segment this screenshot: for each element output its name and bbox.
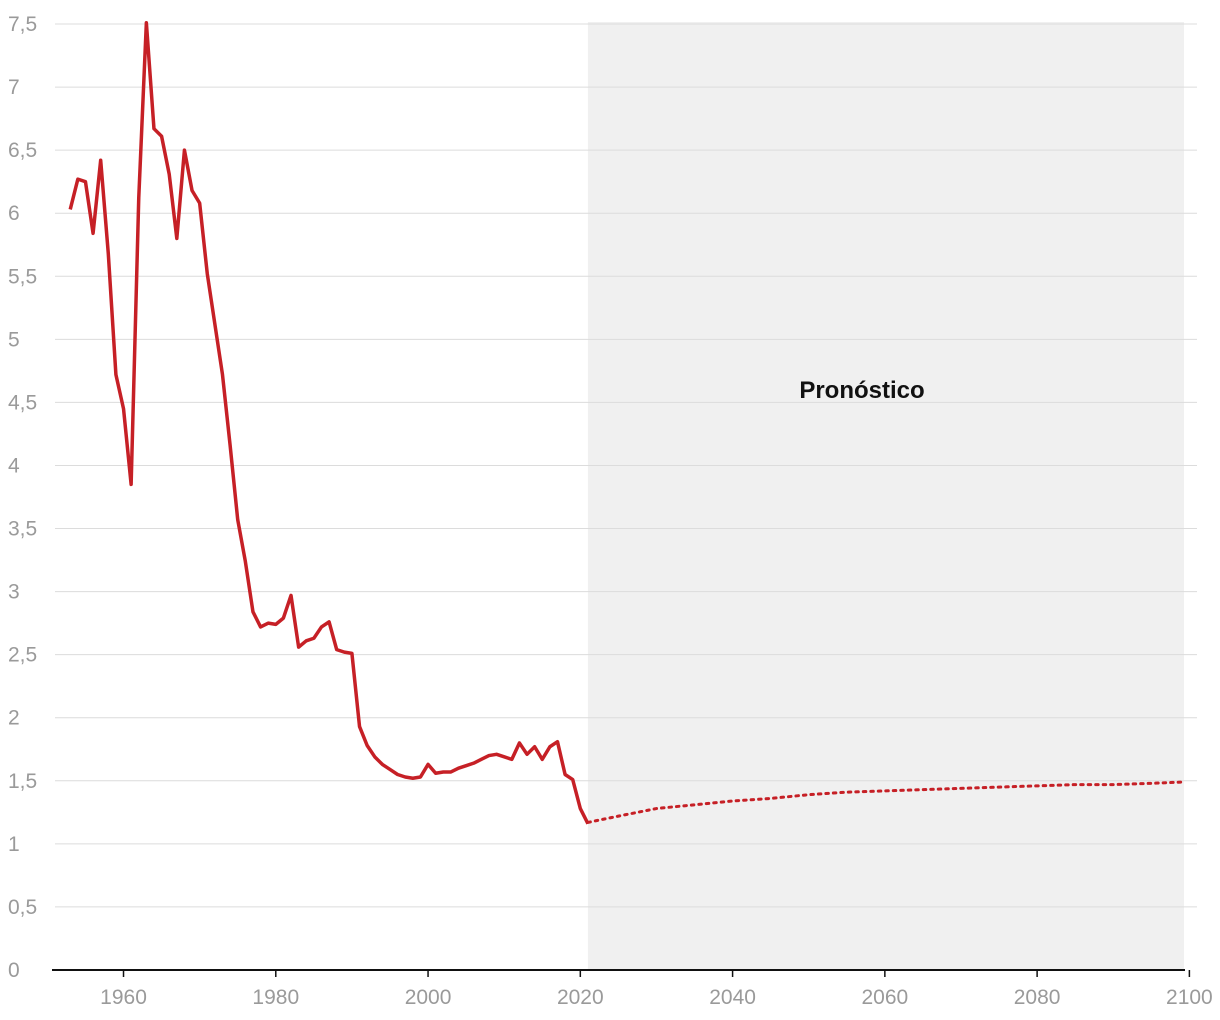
forecast-layer xyxy=(587,22,1184,970)
x-tick-label: 2040 xyxy=(709,986,756,1009)
y-tick-label: 2,5 xyxy=(8,644,37,667)
series-layer xyxy=(68,20,1184,825)
forecast-region xyxy=(587,22,1184,970)
y-tick-label: 7,5 xyxy=(8,13,37,36)
y-tick-label: 2 xyxy=(8,707,20,730)
y-axis-labels: 0 0,5 1 1,5 2 2,5 3 3,5 4 4,5 5 5,5 6 6,5 7 7,5 xyxy=(8,13,37,982)
y-tick-label: 0,5 xyxy=(8,896,37,919)
y-tick-label: 3,5 xyxy=(8,518,37,541)
x-axis-labels: 1960 1980 2000 2020 2040 2060 2080 2100 xyxy=(100,986,1213,1009)
x-tick-label: 2060 xyxy=(861,986,908,1009)
x-tick-label: 1960 xyxy=(100,986,147,1009)
y-tick-label: 3 xyxy=(8,581,20,604)
forecast-label: Pronóstico xyxy=(799,377,924,404)
axis-layer xyxy=(52,969,1191,977)
forecast-series-line xyxy=(586,780,1184,824)
y-tick-label: 6 xyxy=(8,202,20,225)
y-tick-label: 0 xyxy=(8,959,20,982)
y-tick-label: 7 xyxy=(8,76,20,99)
y-tick-label: 4 xyxy=(8,454,20,477)
grid-layer xyxy=(55,23,1197,908)
y-tick-label: 5 xyxy=(8,328,20,351)
annotation-layer: Pronóstico xyxy=(799,377,924,404)
x-tick-label: 2100 xyxy=(1166,986,1213,1009)
y-tick-label: 6,5 xyxy=(8,139,37,162)
x-tick-label: 2000 xyxy=(405,986,452,1009)
x-tick-label: 2020 xyxy=(557,986,604,1009)
historical-series-line xyxy=(68,20,590,825)
x-tick-label: 2080 xyxy=(1014,986,1061,1009)
y-tick-label: 5,5 xyxy=(8,265,37,288)
y-tick-label: 4,5 xyxy=(8,391,37,414)
y-tick-label: 1,5 xyxy=(8,770,37,793)
x-tick-label: 1980 xyxy=(252,986,299,1009)
y-tick-label: 1 xyxy=(8,833,20,856)
